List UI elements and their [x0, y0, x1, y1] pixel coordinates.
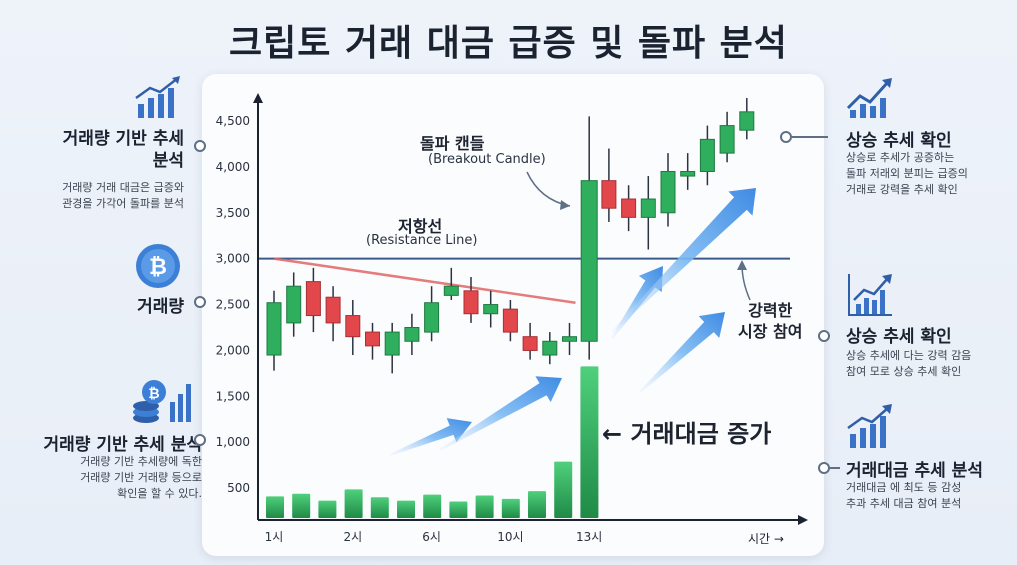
left-block-3-title: 거래량 기반 추세 분석	[43, 435, 202, 455]
connector-line	[792, 136, 828, 138]
y-tick-label: 500	[227, 481, 250, 495]
left-block-3-desc: 거래량 기반 추세량에 독한 거래량 기반 거래량 등으로 확인을 할 수 있다…	[80, 455, 202, 500]
candle-body	[424, 302, 440, 333]
volume-bar	[397, 500, 416, 518]
x-tick-label: 6시	[422, 530, 441, 544]
x-tick-label: 1시	[265, 530, 284, 544]
candle-body	[305, 281, 321, 317]
trend-arrow	[639, 312, 725, 393]
candle-body	[443, 285, 459, 296]
candle-body	[660, 170, 676, 214]
y-tick-label: 2,000	[216, 343, 250, 357]
breakout-label-en: (Breakout Candle)	[428, 152, 546, 167]
right-block-3-title: 거래대금 추세 분석	[846, 461, 983, 481]
candle-body	[542, 340, 558, 356]
y-tick-label: 2,500	[216, 298, 250, 312]
time-axis-label: 시간 →	[748, 532, 784, 546]
connector-line	[830, 467, 840, 469]
candle-body	[384, 331, 400, 356]
volume-bar	[370, 497, 389, 518]
left-block-2-title: 거래량	[137, 297, 184, 317]
y-tick-label: 3,500	[216, 206, 250, 220]
breakout-label: 돌파 캔들	[420, 134, 485, 153]
candle-body	[719, 125, 735, 154]
candle-body	[266, 302, 282, 356]
x-tick-label: 10시	[497, 530, 523, 544]
participation-label: 강력한 시장 참여	[738, 301, 803, 341]
candle-body	[580, 180, 598, 342]
x-tick-label: 2시	[343, 530, 362, 544]
bitcoin-coin-icon: ₿	[136, 244, 180, 288]
volume-bar	[318, 500, 337, 518]
candle-body	[345, 315, 361, 338]
y-axis-arrow	[253, 93, 263, 103]
candle-body	[404, 327, 420, 342]
y-tick-label: 4,500	[216, 114, 250, 128]
connector-dot	[194, 296, 206, 308]
volume-bar	[423, 494, 442, 518]
candle-body	[483, 304, 499, 315]
x-tick-label: 13시	[576, 530, 602, 544]
connector-dot	[194, 434, 206, 446]
connector-dot	[818, 462, 830, 474]
line-chart-up-icon	[848, 274, 892, 316]
resistance-label: 저항선	[398, 217, 443, 236]
bar-chart-up-icon	[847, 404, 892, 448]
candle-body	[739, 111, 755, 131]
trend-arrow	[611, 188, 756, 333]
connector-dot	[194, 140, 206, 152]
volume-bar	[554, 461, 573, 518]
page-title: 크립토 거래 대금 급증 및 돌파 분석	[229, 23, 788, 64]
right-block-1-desc: 상승로 추세가 공증하는 돌파 저래외 분피는 급증의 거래로 강력을 추세 확…	[846, 151, 968, 196]
right-block-1-title: 상승 추세 확인	[846, 131, 952, 151]
breakout-pointer	[526, 171, 571, 207]
volume-bar	[292, 493, 311, 518]
y-tick-label: 1,500	[216, 389, 250, 403]
candle-body	[463, 290, 479, 315]
bar-chart-up-icon	[135, 76, 180, 118]
participation-pointer-head	[737, 260, 747, 270]
candle-body	[502, 308, 518, 333]
descending-trendline	[273, 257, 576, 304]
candle-body	[562, 336, 577, 342]
volume-bar	[266, 496, 284, 518]
breakout-pointer-head	[560, 200, 570, 210]
line-chart-up-icon	[846, 78, 892, 118]
volume-bar	[501, 498, 520, 518]
volume-bar	[449, 501, 468, 518]
y-tick-label: 3,000	[216, 252, 250, 266]
svg-text:₿: ₿	[148, 386, 159, 402]
y-tick-label: 4,000	[216, 160, 250, 174]
candle-body	[621, 198, 637, 218]
volume-bar	[528, 491, 547, 518]
candle-body	[286, 285, 302, 324]
volume-bar	[475, 495, 494, 518]
trend-arrow	[439, 376, 562, 451]
y-tick-label: 1,000	[216, 435, 250, 449]
resistance-label-en: (Resistance Line)	[366, 233, 478, 248]
trend-arrow	[389, 418, 472, 456]
candle-body	[325, 296, 341, 324]
x-axis-arrow	[798, 515, 808, 525]
connector-dot	[780, 131, 792, 143]
right-block-2-title: 상승 추세 확인	[846, 327, 952, 347]
right-block-3-desc: 거래대금 에 최도 등 감성 추과 추세 대금 참여 분석	[846, 481, 962, 510]
connector-dot	[818, 330, 830, 342]
candle-body	[680, 170, 696, 177]
svg-text:₿: ₿	[149, 255, 167, 280]
left-block-1-desc: 거래량 거래 대금은 급증와 관경을 가각어 돌파를 분석	[62, 181, 184, 210]
candle-body	[699, 138, 715, 172]
volume-increase-label: ← 거래대금 증가	[602, 420, 772, 448]
trend-arrow	[611, 266, 663, 339]
coins-chart-icon: ₿	[133, 380, 191, 423]
candle-body	[601, 180, 617, 209]
left-block-1-title: 거래량 기반 추세 분석	[62, 129, 184, 171]
volume-bar	[344, 489, 363, 518]
candle-body	[522, 336, 538, 351]
right-block-2-desc: 상승 추세에 다는 강력 감음 참여 모로 상승 추세 확인	[846, 349, 972, 378]
candle-body	[365, 331, 380, 347]
volume-bar	[580, 366, 599, 518]
candle-body	[640, 198, 656, 218]
